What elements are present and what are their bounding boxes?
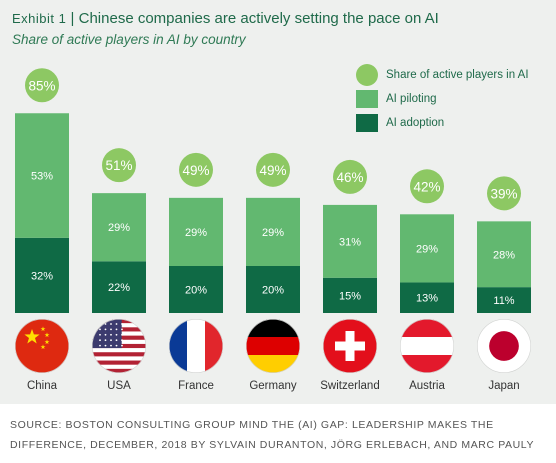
country-group-usa: 22% 29% 51% USA bbox=[92, 148, 147, 392]
bar-segment-adoption bbox=[169, 266, 223, 313]
bar-segment-piloting bbox=[15, 113, 69, 238]
chart-subtitle: Share of active players in AI by country bbox=[12, 32, 246, 47]
data-label-piloting: 53% bbox=[31, 171, 53, 183]
data-label-adoption: 22% bbox=[108, 282, 130, 294]
total-label: 85% bbox=[28, 78, 55, 93]
country-group-france: 20% 29% 49% France bbox=[169, 152, 224, 392]
usa-flag-icon bbox=[92, 318, 147, 373]
category-label: USA bbox=[107, 380, 131, 392]
category-label: Austria bbox=[409, 380, 445, 392]
source-note: SOURCE: BOSTON CONSULTING GROUP MIND THE… bbox=[10, 419, 535, 451]
stacked-bar-chart: 32% 53% 85% China 22% 29% 51% USA 20% 29% 49% Franc… bbox=[14, 68, 531, 392]
chart-title: Exhibit 1 | Chinese companies are active… bbox=[12, 10, 439, 27]
category-label: Germany bbox=[249, 380, 297, 392]
data-label-piloting: 31% bbox=[339, 236, 361, 248]
total-label: 49% bbox=[182, 163, 209, 178]
exhibit-label: Exhibit 1 bbox=[12, 11, 67, 26]
legend-label-adoption: AI adoption bbox=[386, 117, 445, 129]
data-label-piloting: 29% bbox=[108, 222, 130, 234]
title-separator: | bbox=[70, 10, 75, 27]
bar-segment-piloting bbox=[323, 204, 377, 278]
total-circle bbox=[487, 176, 521, 211]
total-label: 42% bbox=[413, 179, 440, 194]
total-circle bbox=[333, 159, 367, 194]
bar-segment-adoption bbox=[400, 282, 454, 313]
bar-segment-adoption bbox=[15, 237, 69, 313]
france-flag-icon bbox=[169, 318, 224, 373]
total-label: 46% bbox=[336, 170, 363, 185]
legend-swatch-active bbox=[356, 64, 378, 86]
legend-swatch-adoption bbox=[356, 114, 378, 132]
data-label-piloting: 28% bbox=[493, 249, 515, 261]
total-label: 49% bbox=[259, 163, 286, 178]
country-group-japan: 11% 28% 39% Japan bbox=[476, 176, 531, 392]
data-label-adoption: 20% bbox=[262, 285, 284, 297]
bar-segment-adoption bbox=[477, 287, 531, 313]
data-label-piloting: 29% bbox=[262, 227, 284, 239]
total-circle bbox=[256, 152, 290, 187]
country-group-germany: 20% 29% 49% Germany bbox=[246, 152, 301, 392]
bar-segment-piloting bbox=[477, 221, 531, 288]
total-label: 39% bbox=[490, 186, 517, 201]
bar-segment-piloting bbox=[246, 197, 300, 266]
data-label-adoption: 20% bbox=[185, 285, 207, 297]
bar-segment-piloting bbox=[169, 197, 223, 266]
bar-segment-adoption bbox=[92, 261, 146, 313]
total-label: 51% bbox=[105, 158, 132, 173]
title-text: Chinese companies are actively setting t… bbox=[78, 10, 439, 27]
bar-segment-adoption bbox=[246, 266, 300, 313]
data-label-adoption: 15% bbox=[339, 290, 361, 302]
total-circle bbox=[410, 169, 444, 204]
data-label-adoption: 13% bbox=[416, 293, 438, 305]
china-flag-icon bbox=[14, 318, 70, 373]
category-label: Switzerland bbox=[320, 380, 379, 392]
switzerland-flag-icon bbox=[322, 318, 377, 373]
total-circle bbox=[102, 148, 136, 183]
bar-segment-adoption bbox=[323, 277, 377, 313]
total-circle bbox=[179, 152, 213, 187]
country-group-china: 32% 53% 85% China bbox=[14, 68, 70, 392]
category-label: China bbox=[27, 380, 58, 392]
country-group-austria: 13% 29% 42% Austria bbox=[399, 169, 454, 392]
legend-label-active: Share of active players in AI bbox=[386, 69, 529, 81]
total-circle bbox=[25, 68, 59, 103]
data-label-adoption: 11% bbox=[493, 295, 514, 307]
japan-flag-icon bbox=[476, 318, 531, 373]
data-label-piloting: 29% bbox=[416, 243, 438, 255]
germany-flag-icon bbox=[246, 318, 301, 373]
legend-label-piloting: AI piloting bbox=[386, 93, 437, 105]
bar-segment-piloting bbox=[92, 193, 146, 262]
bar-segment-piloting bbox=[400, 214, 454, 283]
category-label: France bbox=[178, 380, 214, 392]
legend-swatch-piloting bbox=[356, 90, 378, 108]
data-label-piloting: 29% bbox=[185, 227, 207, 239]
country-group-switzerland: 15% 31% 46% Switzerland bbox=[320, 159, 380, 392]
data-label-adoption: 32% bbox=[31, 270, 53, 282]
austria-flag-icon bbox=[399, 318, 454, 373]
category-label: Japan bbox=[488, 380, 519, 392]
